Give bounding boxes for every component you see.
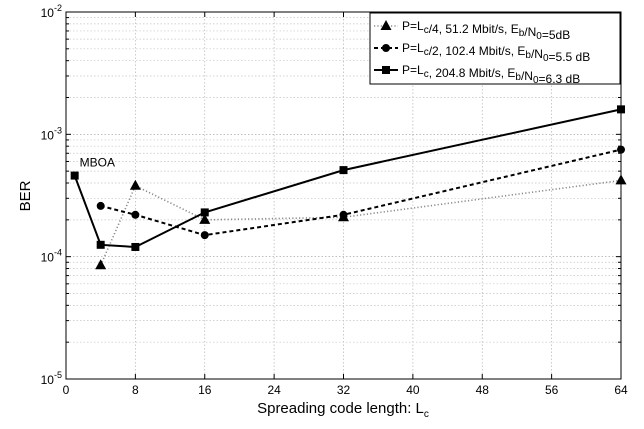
legend-box — [369, 12, 621, 85]
data-point — [200, 208, 209, 217]
annotation-label: MBOA — [80, 156, 115, 170]
data-point — [339, 210, 348, 219]
y-axis-label: BER — [17, 180, 34, 211]
data-point — [96, 240, 105, 249]
data-point — [339, 166, 348, 175]
data-point — [617, 105, 625, 114]
x-tick-label: 8 — [132, 383, 139, 397]
data-point — [131, 210, 140, 219]
legend-marker — [382, 44, 390, 52]
legend-label: P=Lc/2, 102.4 Mbit/s, Eb/N0=5.5 dB — [402, 41, 590, 64]
x-tick-label: 0 — [63, 383, 70, 397]
x-tick-label: 64 — [614, 383, 628, 397]
x-tick-label: 16 — [198, 383, 212, 397]
series-2 — [96, 145, 625, 240]
data-point — [95, 259, 107, 270]
y-tick-label: 10-2 — [41, 3, 62, 20]
legend-label: P=Lc/4, 51.2 Mbit/s, Eb/N0=5dB — [402, 19, 570, 42]
x-axis-label: Spreading code length: Lc — [257, 400, 429, 420]
x-tick-label: 56 — [545, 383, 559, 397]
data-point — [200, 231, 209, 240]
series-group — [70, 105, 627, 270]
data-point — [70, 171, 79, 180]
data-point — [617, 145, 625, 154]
series-line — [100, 148, 622, 237]
data-point — [615, 174, 627, 185]
annotation-group: MBOA — [80, 156, 115, 170]
y-tick-label: 10-4 — [41, 248, 62, 265]
series-1 — [95, 174, 627, 270]
series-3 — [70, 105, 625, 251]
legend-marker — [382, 66, 390, 74]
axis-ticks: 0 8 16 24 32 40 48 56 64 10-5 10-4 10-3 10-2 — [41, 3, 628, 397]
data-point — [199, 213, 211, 224]
x-tick-label: 24 — [267, 383, 281, 397]
data-point — [96, 201, 105, 210]
x-tick-label: 40 — [406, 383, 420, 397]
legend-marker — [380, 20, 392, 30]
legend-label: P=Lc, 204.8 Mbit/s, Eb/N0=6.3 dB — [402, 63, 580, 86]
data-point — [129, 179, 141, 190]
series-line — [73, 108, 622, 248]
x-tick-label: 48 — [476, 383, 490, 397]
series-line — [99, 179, 622, 266]
y-tick-label: 10-3 — [41, 125, 62, 142]
data-point — [131, 242, 140, 251]
y-tick-label: 10-5 — [41, 370, 62, 387]
x-tick-label: 32 — [337, 383, 351, 397]
